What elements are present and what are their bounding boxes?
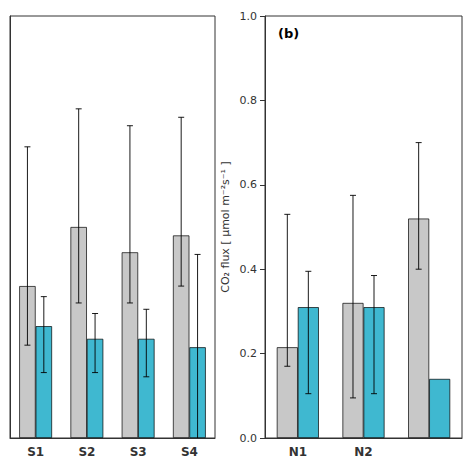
svg-text:0.6: 0.6 <box>240 178 258 191</box>
svg-text:0.8: 0.8 <box>240 94 258 107</box>
svg-text:N1: N1 <box>289 445 307 459</box>
svg-text:S3: S3 <box>130 445 147 459</box>
svg-text:0.0: 0.0 <box>240 432 258 445</box>
svg-text:N2: N2 <box>354 445 372 459</box>
svg-text:(b): (b) <box>278 26 299 41</box>
svg-text:0.2: 0.2 <box>240 347 258 360</box>
svg-text:0.4: 0.4 <box>240 263 258 276</box>
svg-text:S1: S1 <box>27 445 44 459</box>
svg-text:S2: S2 <box>78 445 95 459</box>
svg-text:CO₂ flux [ μmol m⁻²s⁻¹ ]: CO₂ flux [ μmol m⁻²s⁻¹ ] <box>219 161 232 293</box>
svg-text:S4: S4 <box>181 445 198 459</box>
svg-text:1.0: 1.0 <box>240 10 258 23</box>
